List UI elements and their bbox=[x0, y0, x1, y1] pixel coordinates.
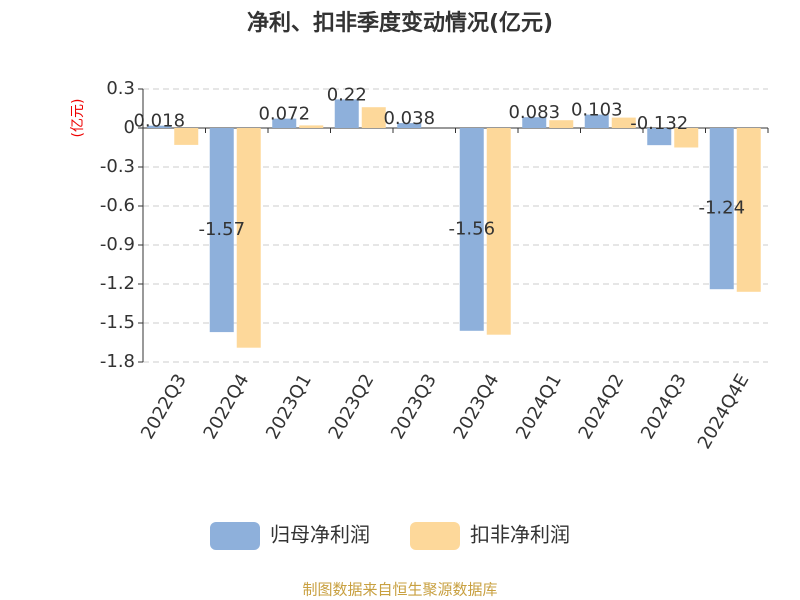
x-tick-label: 2022Q3 bbox=[137, 371, 191, 443]
data-label: 0.22 bbox=[327, 84, 367, 105]
y-axis-label: (亿元) bbox=[70, 99, 86, 138]
source-note: 制图数据来自恒生聚源数据库 bbox=[302, 581, 497, 599]
bar bbox=[549, 120, 574, 128]
bar bbox=[174, 128, 199, 145]
x-tick-label: 2024Q2 bbox=[575, 371, 629, 443]
y-tick-label: -0.6 bbox=[100, 195, 135, 216]
bar bbox=[361, 107, 386, 128]
bar bbox=[459, 128, 484, 331]
bar bbox=[709, 128, 734, 290]
y-tick-label: 0.3 bbox=[106, 78, 135, 99]
bar bbox=[522, 117, 547, 128]
data-label: 0.038 bbox=[383, 108, 435, 129]
bar bbox=[584, 114, 609, 128]
bar bbox=[486, 128, 511, 335]
legend-label: 扣非净利润 bbox=[470, 523, 570, 547]
x-tick-label: 2023Q2 bbox=[325, 371, 379, 443]
data-label: -0.132 bbox=[630, 113, 688, 134]
data-label: -1.56 bbox=[448, 218, 495, 239]
bar bbox=[334, 99, 359, 128]
bar bbox=[611, 117, 636, 128]
bar bbox=[674, 128, 699, 148]
data-label: -1.24 bbox=[698, 198, 745, 219]
y-tick-label: -1.8 bbox=[100, 351, 135, 372]
bar bbox=[736, 128, 761, 292]
x-tick-label: 2022Q4 bbox=[200, 371, 254, 443]
y-tick-label: -0.9 bbox=[100, 234, 135, 255]
data-label: -1.57 bbox=[198, 219, 245, 240]
bar bbox=[272, 118, 297, 128]
x-tick-label: 2024Q3 bbox=[637, 371, 691, 443]
x-tick-label: 2023Q3 bbox=[387, 371, 441, 443]
legend-swatch bbox=[210, 522, 260, 550]
legend-label: 归母净利润 bbox=[270, 523, 370, 547]
data-label: 0.083 bbox=[508, 102, 560, 123]
legend-swatch bbox=[410, 522, 460, 550]
x-tick-label: 2024Q1 bbox=[512, 371, 566, 443]
chart-title: 净利、扣非季度变动情况(亿元) bbox=[247, 10, 553, 36]
bar bbox=[299, 125, 324, 128]
bar bbox=[236, 128, 261, 348]
bar bbox=[647, 128, 672, 146]
x-tick-label: 2023Q4 bbox=[450, 371, 504, 443]
bar bbox=[147, 125, 172, 128]
y-tick-label: -0.3 bbox=[100, 156, 135, 177]
y-tick-label: -1.2 bbox=[100, 273, 135, 294]
x-tick-label: 2023Q1 bbox=[262, 371, 316, 443]
bar bbox=[397, 123, 422, 128]
x-tick-label: 2024Q4E bbox=[694, 371, 754, 453]
data-label: 0.072 bbox=[258, 104, 310, 125]
data-label: 0.103 bbox=[571, 100, 623, 121]
data-label: 0.018 bbox=[133, 111, 185, 132]
y-tick-label: 0 bbox=[124, 117, 135, 138]
bar bbox=[209, 128, 234, 333]
y-tick-label: -1.5 bbox=[100, 312, 135, 333]
